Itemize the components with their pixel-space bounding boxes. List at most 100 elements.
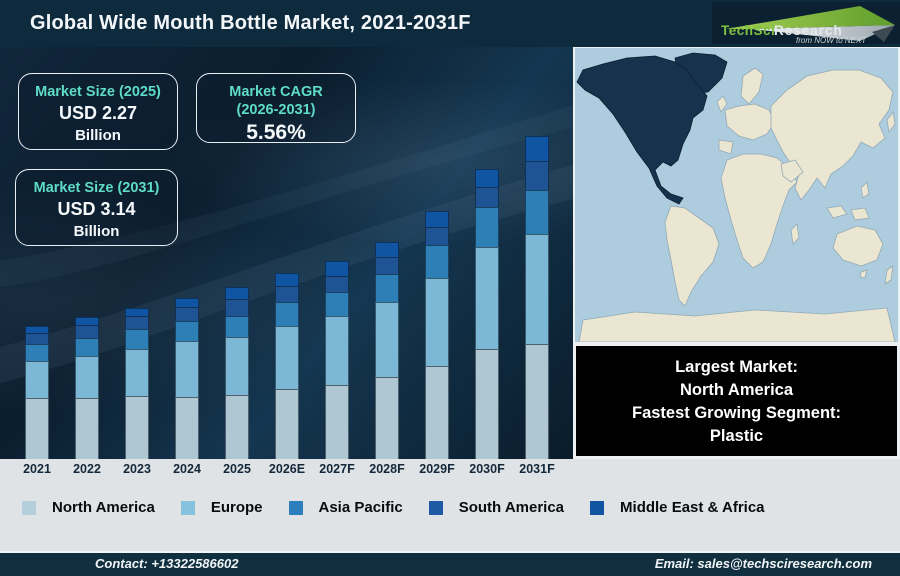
footer-divider (0, 551, 900, 553)
chart-panel: Market Size (2025) USD 2.27 Billion Mark… (0, 47, 573, 459)
bar-segment-asia-pacific (425, 245, 449, 278)
x-axis-label-2022: 2022 (73, 462, 101, 476)
bar-segment-south-america (375, 257, 399, 274)
legend-item-north-america: North America (22, 499, 155, 516)
bar-segment-europe (475, 247, 499, 349)
bar-segment-europe (125, 349, 149, 396)
bar-segment-europe (325, 316, 349, 385)
legend-item-asia-pacific: Asia Pacific (288, 499, 403, 516)
bar-2030F (475, 169, 499, 459)
stat-label: Market CAGR (229, 84, 323, 100)
x-axis-labels: 2021 2022 2023 2024 2025 2026E 2027F 2028F 2029F… (0, 462, 573, 478)
bar-segment-south-america (225, 299, 249, 316)
stat-unit: Billion (73, 223, 120, 240)
bar-2028F (375, 242, 399, 459)
bar-segment-north-america (325, 385, 349, 459)
legend-item-middle-east-africa: Middle East & Africa (590, 499, 765, 516)
svg-text:TechSci: TechSci (721, 23, 775, 38)
bar-segment-south-america (125, 316, 149, 329)
bottom-strip: 2021 2022 2023 2024 2025 2026E 2027F 2028F 2029F… (0, 459, 900, 551)
bar-segment-asia-pacific (225, 316, 249, 337)
svg-text:from NOW to NEXT: from NOW to NEXT (796, 36, 867, 44)
bar-segment-asia-pacific (325, 292, 349, 316)
bar-segment-north-america (475, 349, 499, 459)
bar-2024 (175, 298, 199, 459)
bar-segment-asia-pacific (25, 344, 49, 361)
bar-2031F (525, 136, 549, 459)
bar-segment-europe (525, 234, 549, 344)
bar-segment-south-america (325, 276, 349, 292)
bar-segment-middle-east-africa (125, 308, 149, 316)
bar-segment-asia-pacific (275, 302, 299, 326)
bar-segment-asia-pacific (525, 190, 549, 234)
bar-segment-north-america (25, 398, 49, 459)
x-axis-label-2030F: 2030F (469, 462, 505, 476)
x-axis-label-2026E: 2026E (268, 462, 306, 476)
bar-2021 (25, 326, 49, 459)
legend-swatch-icon (22, 500, 36, 515)
x-axis-label-2029F: 2029F (419, 462, 455, 476)
bar-segment-north-america (175, 397, 199, 459)
bar-segment-north-america (425, 366, 449, 459)
bar-segment-south-america (175, 307, 199, 321)
bar-segment-europe (175, 341, 199, 397)
stat-label: Market Size (2025) (35, 84, 161, 100)
bar-segment-middle-east-africa (375, 242, 399, 257)
legend-swatch-icon (180, 500, 195, 515)
bar-segment-middle-east-africa (425, 211, 449, 227)
x-axis-label-2024: 2024 (173, 462, 201, 476)
legend-label: South America (458, 499, 565, 516)
bar-segment-europe (225, 337, 249, 395)
x-axis-label-2027F: 2027F (319, 462, 355, 476)
callout-line: Largest Market: (675, 358, 798, 376)
callout-line: Fastest Growing Segment: (631, 404, 842, 422)
bar-segment-south-america (525, 161, 549, 190)
footer-bar: Contact: +13322586602 Email: sales@techs… (0, 553, 900, 576)
stat-unit: Billion (75, 127, 121, 144)
chart-legend: North America Europe Asia Pacific South Ame… (22, 499, 765, 516)
bar-segment-middle-east-africa (175, 298, 199, 307)
bar-segment-middle-east-africa (75, 317, 99, 325)
stat-value: USD 3.14 (57, 199, 136, 219)
stat-value: USD 2.27 (58, 103, 138, 123)
legend-item-south-america: South America (428, 499, 565, 516)
bar-segment-europe (75, 356, 99, 398)
x-axis-label-2023: 2023 (123, 462, 151, 476)
footer-contact: Contact: +13322586602 (95, 556, 239, 571)
world-map (575, 48, 898, 343)
bar-segment-europe (425, 278, 449, 366)
callout-line: Plastic (709, 427, 764, 445)
bar-segment-middle-east-africa (25, 326, 49, 333)
bar-segment-north-america (375, 377, 399, 459)
legend-label: Asia Pacific (318, 499, 403, 516)
bar-segment-south-america (475, 187, 499, 207)
stat-box-market-size-2025: Market Size (2025) USD 2.27 Billion (18, 73, 178, 150)
stat-label: Market Size (2031) (33, 180, 160, 196)
x-axis-label-2021: 2021 (23, 462, 51, 476)
legend-swatch-icon (428, 500, 443, 515)
bar-segment-north-america (275, 389, 299, 459)
bar-2022 (75, 317, 99, 459)
bar-segment-south-america (425, 227, 449, 245)
legend-swatch-icon (590, 500, 605, 515)
bar-2026E (275, 273, 299, 459)
svg-text:Research: Research (774, 23, 843, 38)
bar-segment-middle-east-africa (225, 287, 249, 299)
bar-segment-north-america (75, 398, 99, 459)
stacked-bar-chart (0, 47, 573, 459)
legend-label: North America (52, 499, 155, 516)
legend-swatch-icon (288, 500, 303, 515)
north-america-highlight (576, 52, 728, 205)
callout-line: North America (679, 381, 794, 399)
page-title: Global Wide Mouth Bottle Market, 2021-20… (30, 12, 471, 34)
bar-segment-north-america (125, 396, 149, 459)
legend-label: Middle East & Africa (620, 499, 765, 516)
world-map-icon (575, 48, 898, 343)
techsci-logo-arrow-icon: TechSci Research from NOW to NEXT (721, 6, 895, 45)
bar-segment-asia-pacific (375, 274, 399, 302)
x-axis-label-2028F: 2028F (369, 462, 405, 476)
techsci-logo: TechSci Research from NOW to NEXT (712, 2, 900, 45)
bar-segment-middle-east-africa (475, 169, 499, 187)
bar-segment-south-america (25, 333, 49, 344)
bar-segment-north-america (525, 344, 549, 459)
